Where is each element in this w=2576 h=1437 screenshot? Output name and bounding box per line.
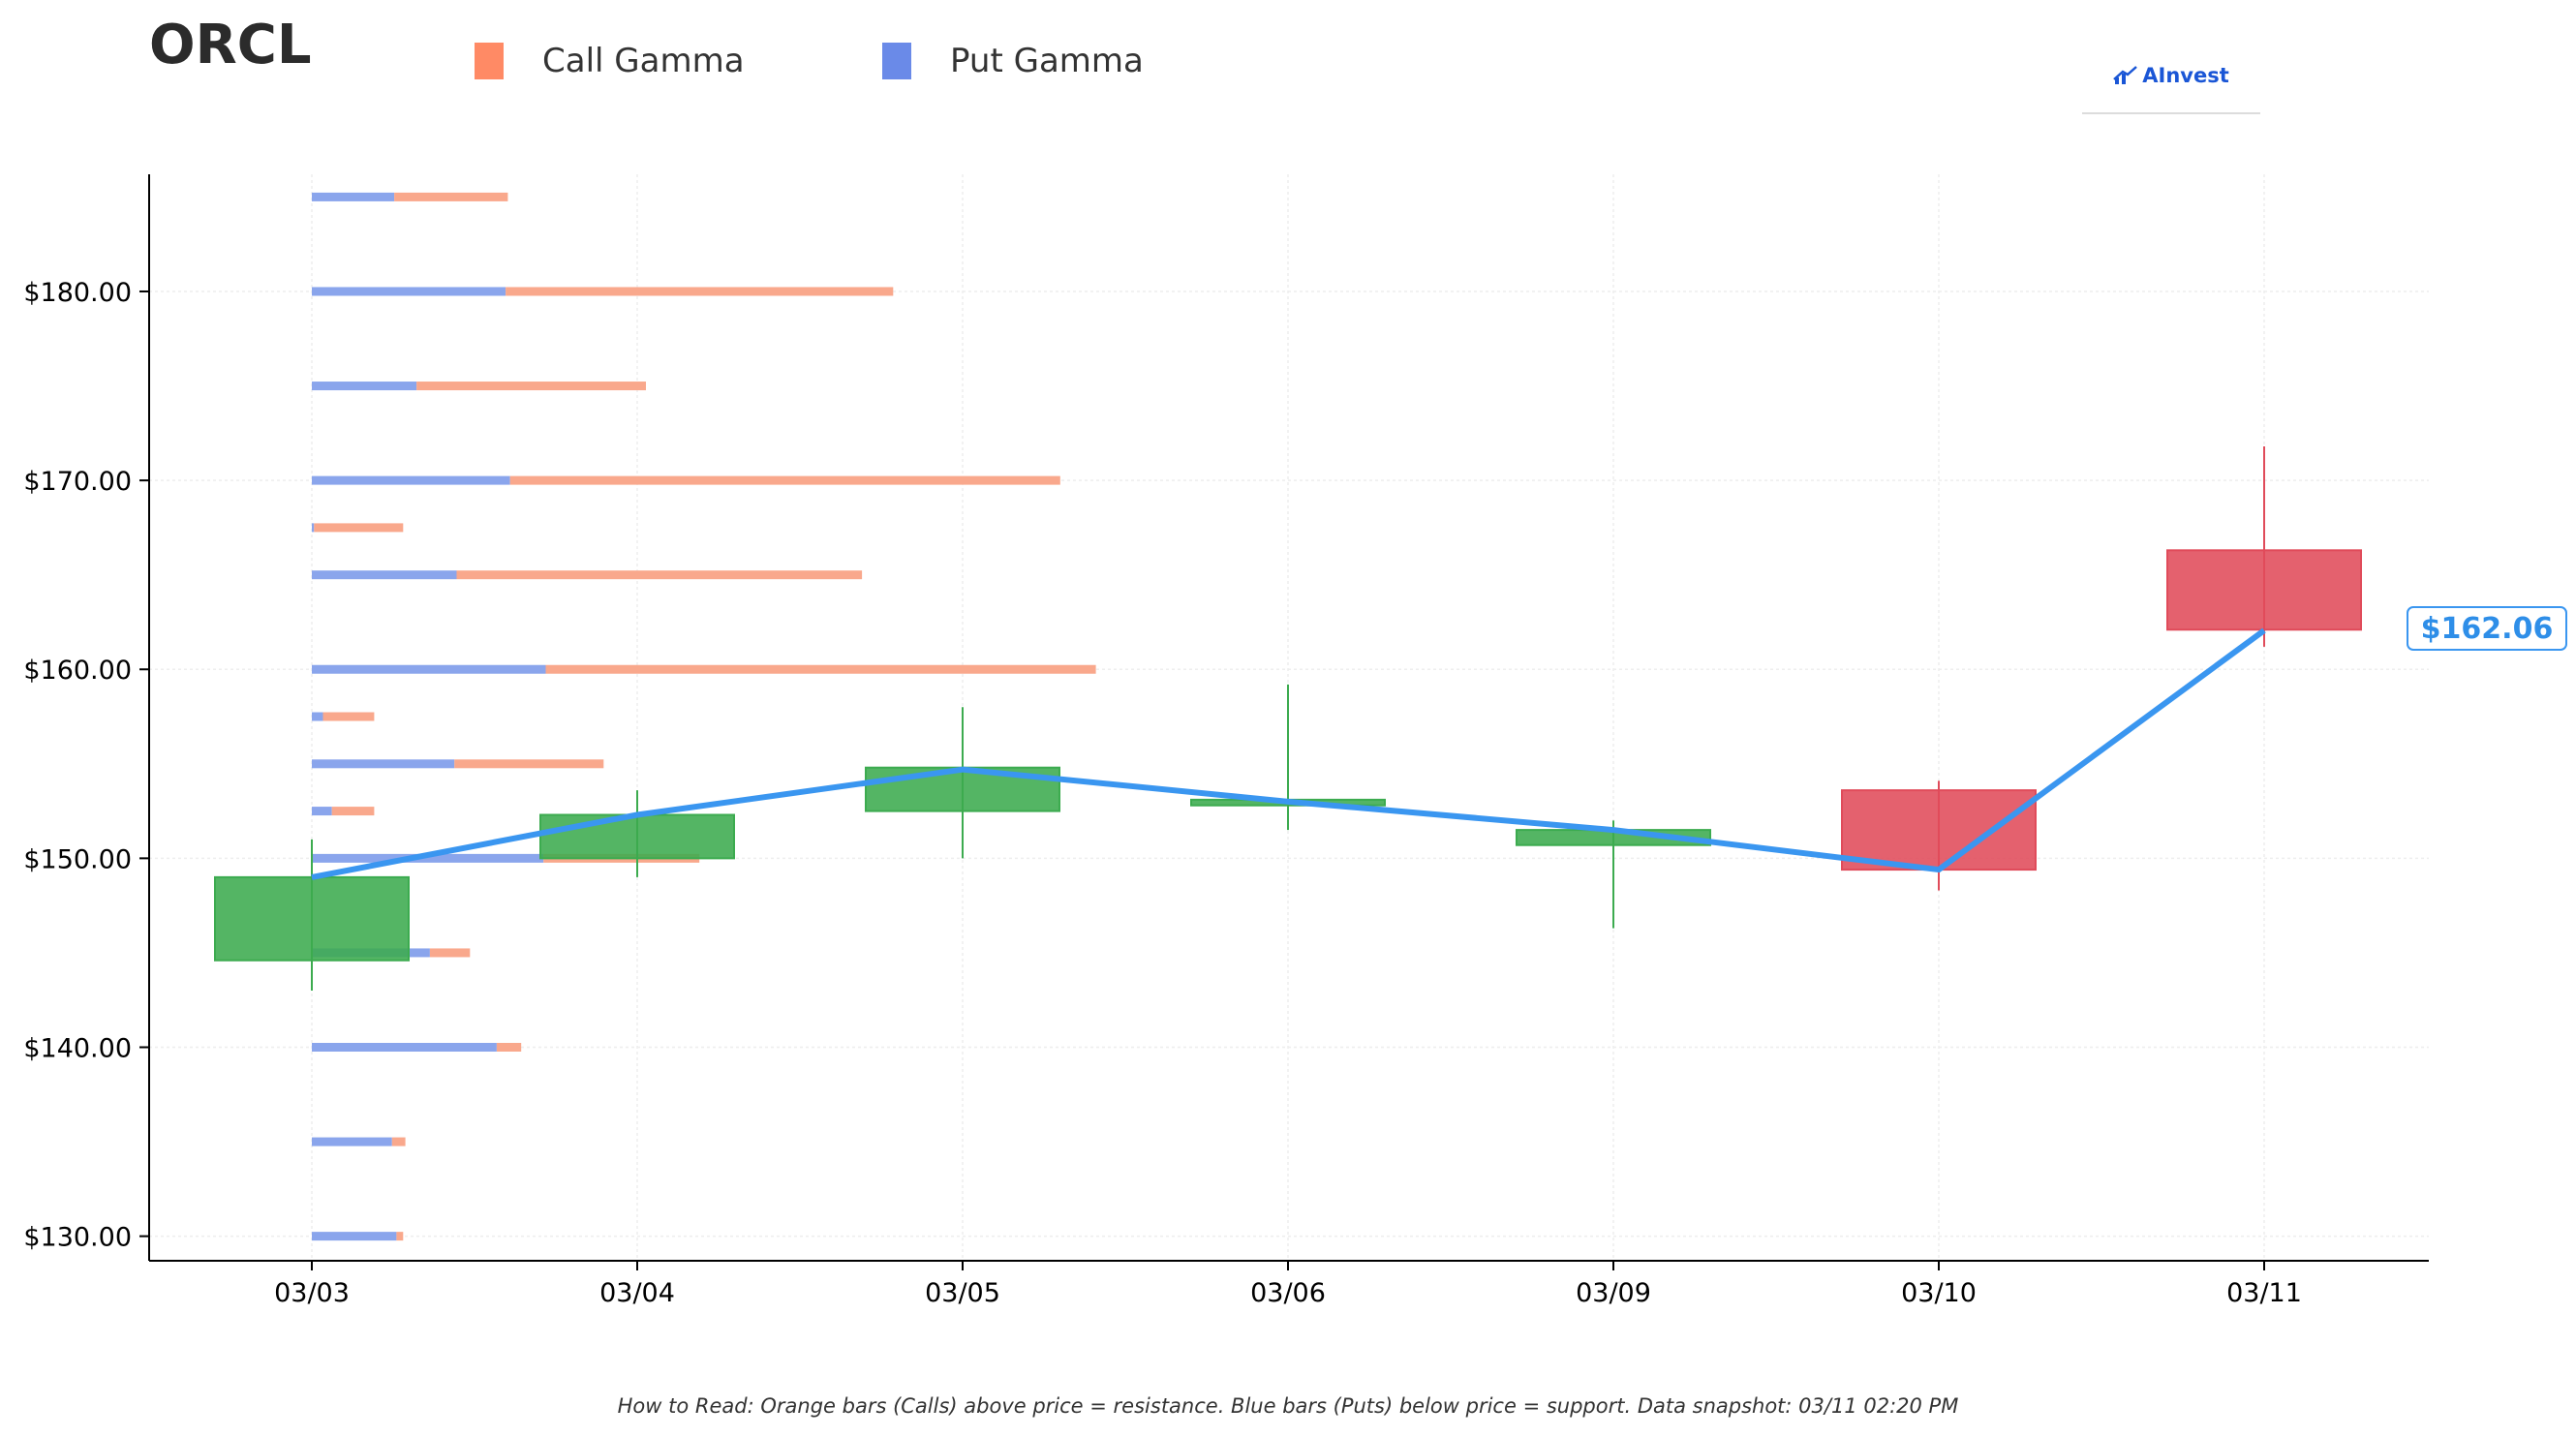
last-price-label: $162.06 — [2421, 612, 2554, 646]
put-gamma-bar — [312, 1043, 497, 1053]
brand-logo-box: AInvest — [2082, 39, 2260, 114]
put-gamma-bar — [312, 382, 417, 391]
put-gamma-bar — [312, 1232, 397, 1241]
legend-item-put-gamma: Put Gamma — [882, 37, 1144, 85]
y-tick-label: $130.00 — [23, 1223, 132, 1253]
call-gamma-bar — [456, 570, 863, 580]
put-gamma-bar — [312, 287, 506, 296]
ticker-title: ORCL — [149, 14, 312, 76]
put-gamma-bar — [312, 475, 510, 485]
put-gamma-bar — [312, 807, 332, 816]
put-gamma-bar — [312, 664, 546, 674]
y-tick-label: $180.00 — [23, 278, 132, 308]
last-price-label-group: $162.06 — [2407, 606, 2567, 651]
brand-logo: AInvest — [2113, 64, 2229, 87]
y-tick-label: $150.00 — [23, 844, 132, 874]
put-gamma-bar — [312, 523, 315, 533]
call-gamma-bar — [391, 1137, 406, 1147]
put-gamma-bar — [312, 192, 395, 201]
y-tick-label: $140.00 — [23, 1034, 132, 1064]
candle-body — [214, 875, 410, 962]
price-line — [311, 627, 2266, 880]
call-gamma-swatch — [475, 43, 504, 79]
legend-label-call-gamma: Call Gamma — [542, 42, 745, 80]
put-gamma-bar — [312, 712, 323, 721]
legend-item-call-gamma: Call Gamma — [475, 37, 745, 85]
put-gamma-bar — [312, 1137, 392, 1147]
call-gamma-bar — [506, 287, 894, 296]
put-gamma-bar — [312, 570, 457, 580]
put-gamma-swatch — [882, 43, 911, 79]
candle-body — [1841, 789, 2037, 871]
put-gamma-bar — [312, 759, 455, 769]
brand-name: AInvest — [2142, 64, 2229, 87]
put-gamma-bar — [312, 853, 544, 863]
gamma-bars — [312, 192, 1096, 1241]
price-line-layer — [311, 627, 2266, 880]
call-gamma-bar — [496, 1043, 522, 1053]
x-tick-label: 03/11 — [2226, 1278, 2302, 1308]
call-gamma-bar — [545, 664, 1096, 674]
call-gamma-bar — [454, 759, 604, 769]
axes: $130.00 $140.00 $150.00 $160.00 $170.00 $180.… — [23, 174, 2429, 1308]
x-tick-label: 03/05 — [925, 1278, 1000, 1308]
candle-body — [539, 813, 735, 860]
call-gamma-bar — [429, 948, 471, 958]
chart-up-icon — [2113, 66, 2138, 84]
candles — [214, 445, 2362, 991]
call-gamma-bar — [509, 475, 1060, 485]
x-tick-label: 03/03 — [274, 1278, 350, 1308]
x-tick-label: 03/09 — [1576, 1278, 1651, 1308]
candle-body — [2166, 549, 2362, 631]
call-gamma-bar — [314, 523, 404, 533]
y-tick-label: $160.00 — [23, 656, 132, 686]
call-gamma-bar — [394, 192, 508, 201]
x-tick-label: 03/04 — [599, 1278, 675, 1308]
x-tick-label: 03/06 — [1250, 1278, 1326, 1308]
footnote: How to Read: Orange bars (Calls) above p… — [617, 1394, 1959, 1418]
call-gamma-bar — [331, 807, 375, 816]
call-gamma-bar — [416, 382, 646, 391]
y-tick-label: $170.00 — [23, 467, 132, 497]
legend-label-put-gamma: Put Gamma — [950, 42, 1144, 80]
x-tick-label: 03/10 — [1901, 1278, 1977, 1308]
last-price-badge — [2407, 606, 2567, 651]
call-gamma-bar — [396, 1232, 404, 1241]
call-gamma-bar — [322, 712, 375, 721]
